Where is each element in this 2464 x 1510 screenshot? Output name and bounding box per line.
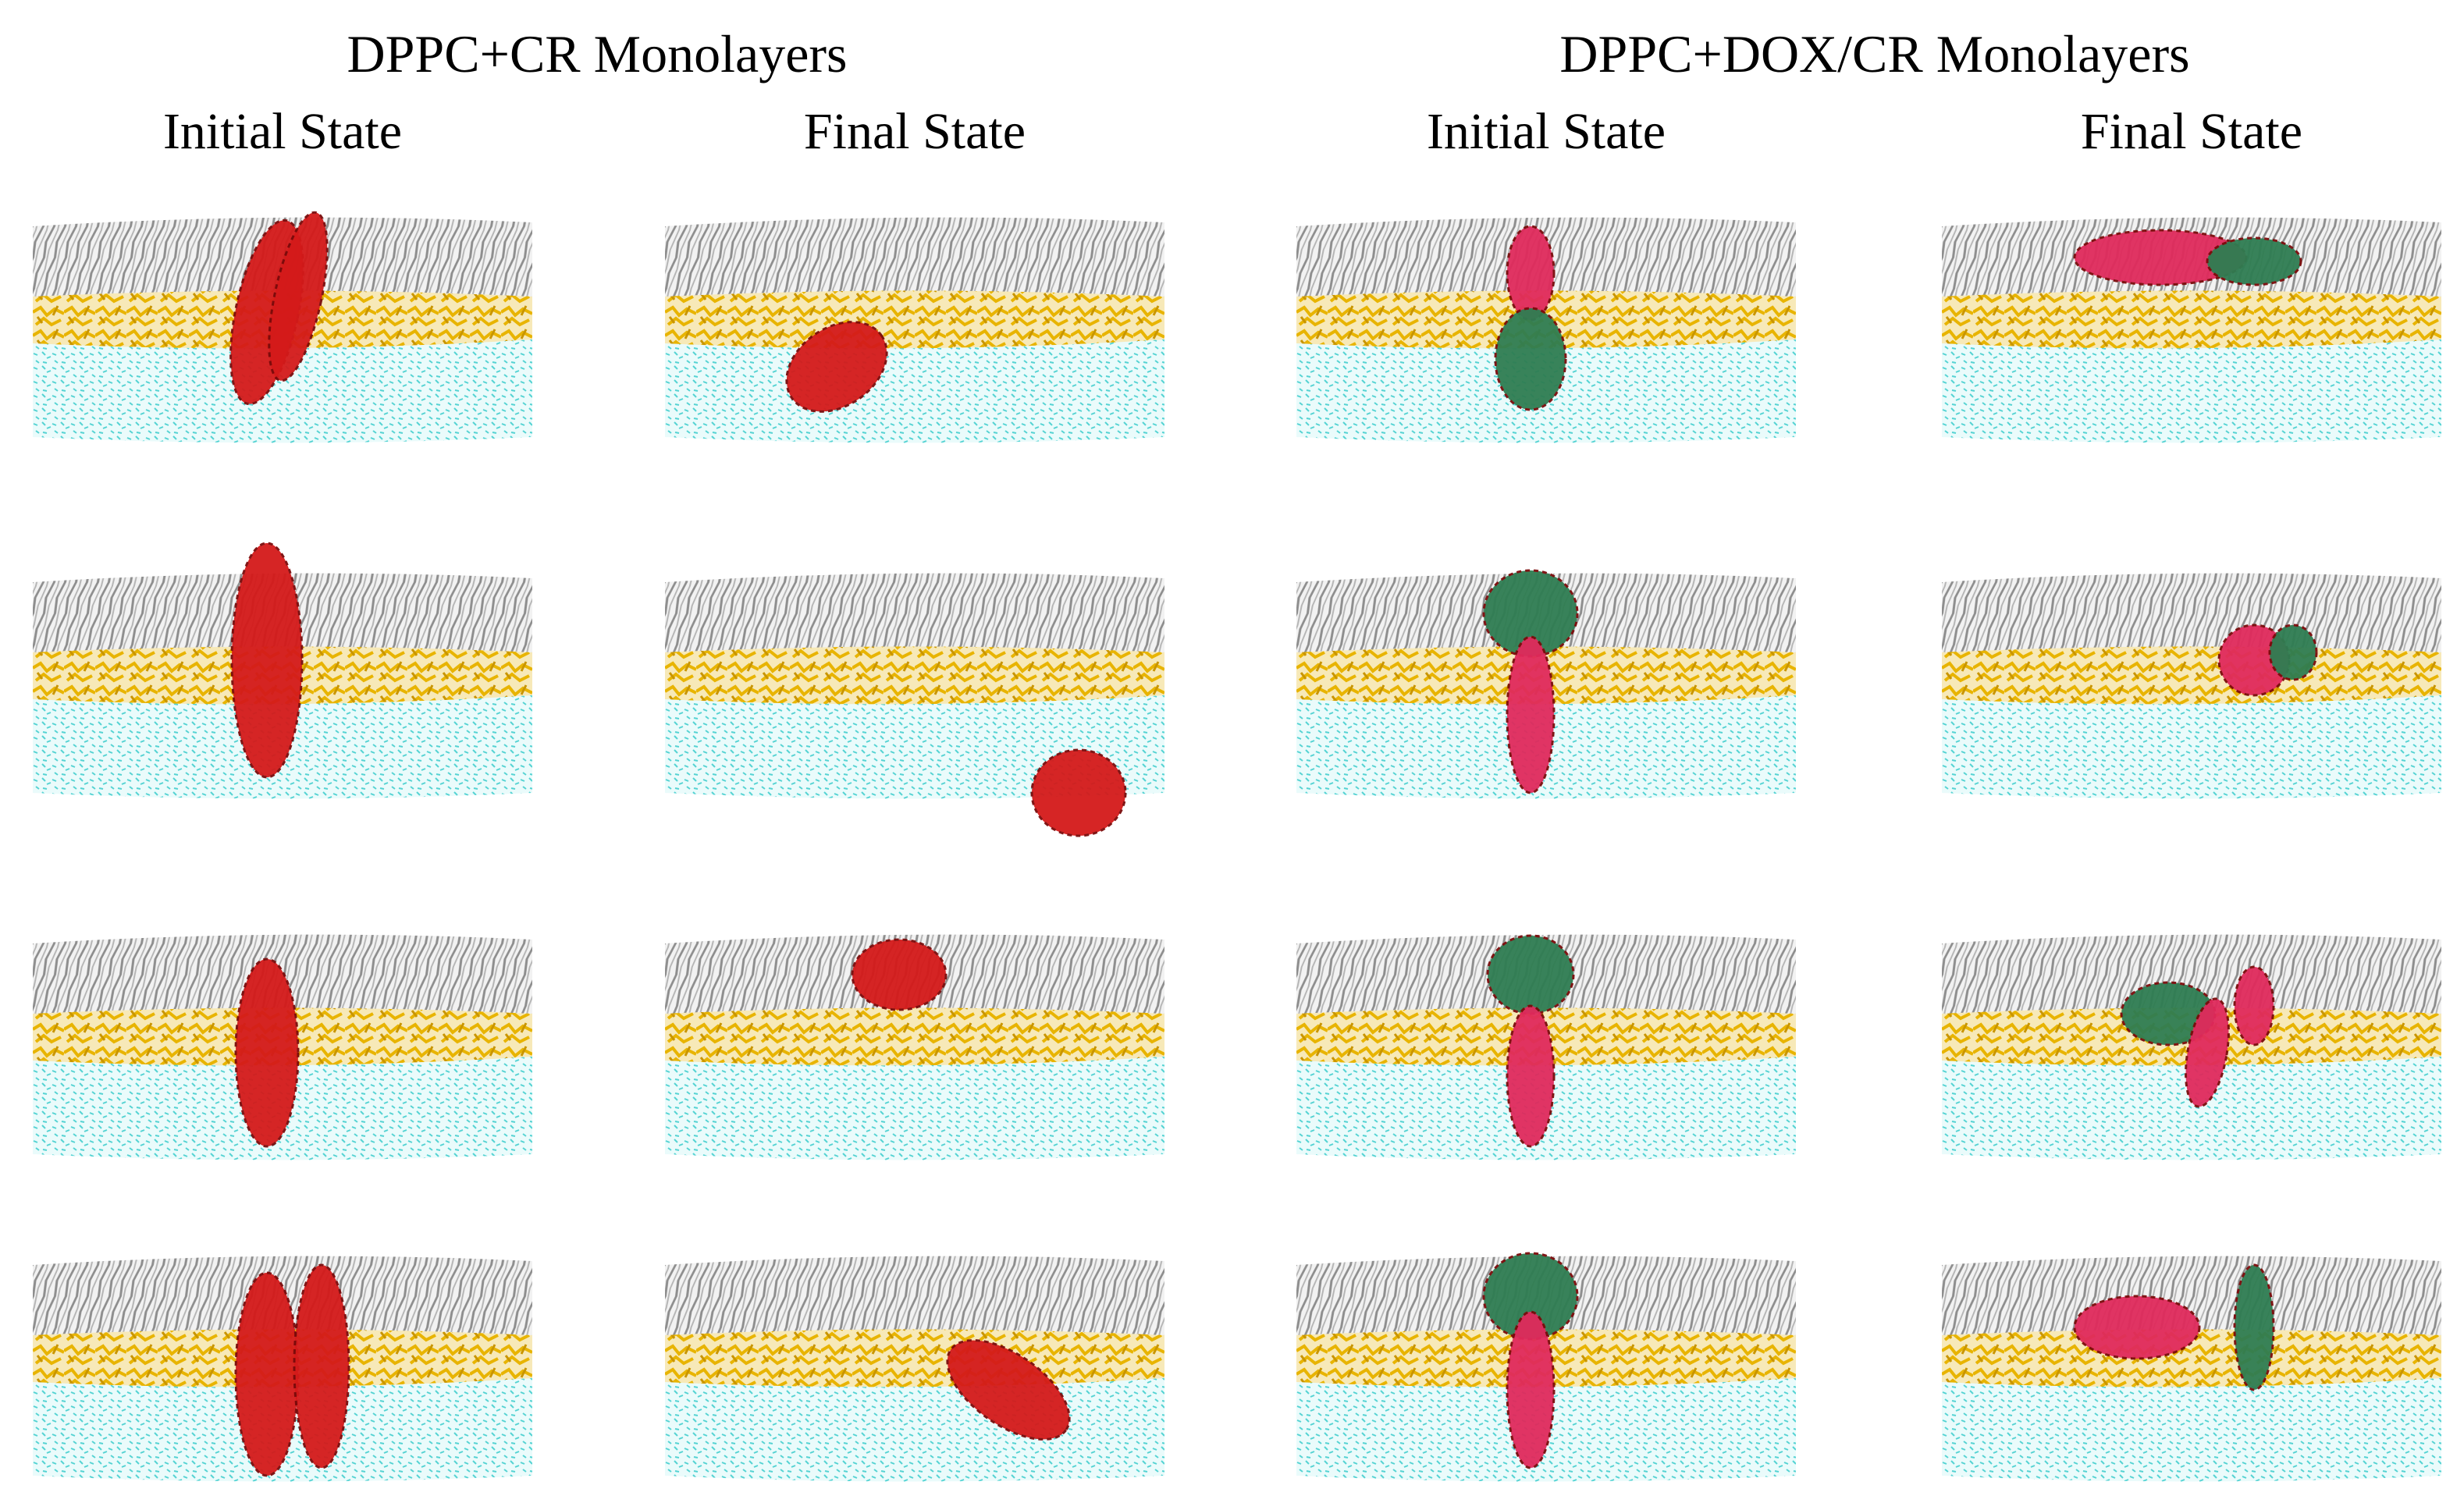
snapshot — [33, 542, 532, 799]
water-layer — [33, 339, 532, 443]
snapshot — [1296, 569, 1796, 799]
column-label: Initial State — [1427, 103, 1666, 160]
snapshot — [665, 217, 1164, 443]
column-label: Final State — [2081, 103, 2302, 160]
molecule — [2185, 997, 2230, 1108]
snapshot — [1942, 934, 2441, 1160]
molecule — [2073, 1295, 2201, 1360]
molecule — [1506, 1004, 1556, 1148]
snapshot — [1296, 1252, 1796, 1482]
headgroup-layer — [665, 290, 1164, 357]
tail-layer — [1942, 1256, 2441, 1351]
molecule — [1506, 635, 1556, 794]
molecule — [1030, 748, 1127, 837]
group-title: DPPC+CR Monolayers — [347, 24, 848, 83]
snapshot — [665, 573, 1164, 837]
molecule — [268, 211, 329, 382]
molecule — [2233, 965, 2275, 1046]
molecule — [2268, 624, 2318, 681]
snapshot — [1296, 934, 1796, 1160]
tail-layer — [665, 1256, 1164, 1351]
snapshot — [1296, 217, 1796, 443]
snapshot — [665, 1256, 1164, 1482]
headgroup-layer — [1942, 646, 2441, 713]
water-layer — [665, 1378, 1164, 1482]
headgroup-layer — [665, 646, 1164, 713]
headgroup-layer — [1942, 290, 2441, 357]
water-layer — [1942, 339, 2441, 443]
water-layer — [1942, 695, 2441, 799]
snapshot — [1942, 573, 2441, 799]
snapshot — [665, 934, 1164, 1160]
snapshot — [33, 934, 532, 1160]
snapshot — [33, 1256, 532, 1482]
molecule — [293, 1263, 350, 1469]
molecule — [1506, 225, 1556, 322]
column-label: Initial State — [163, 103, 402, 160]
water-layer — [1942, 1378, 2441, 1482]
molecule — [234, 1271, 300, 1477]
molecule — [785, 321, 888, 413]
headgroup-layer — [1942, 1329, 2441, 1396]
snapshot — [1942, 217, 2441, 443]
panels — [33, 211, 2441, 1482]
tail-layer — [665, 217, 1164, 312]
column-label: Final State — [804, 103, 1026, 160]
water-layer — [665, 1057, 1164, 1160]
molecule — [851, 938, 948, 1011]
headgroup-layer — [665, 1007, 1164, 1075]
molecule — [946, 1339, 1071, 1441]
molecule — [1506, 1310, 1556, 1469]
water-layer — [1942, 1057, 2441, 1160]
tail-layer — [1942, 934, 2441, 1029]
tail-layer — [665, 573, 1164, 668]
molecule — [1494, 307, 1567, 411]
group-title: DPPC+DOX/CR Monolayers — [1559, 24, 2189, 83]
tail-layer — [1942, 573, 2441, 668]
molecule — [230, 542, 304, 779]
molecule — [2206, 236, 2302, 286]
molecule — [234, 958, 300, 1148]
molecule — [2233, 1263, 2275, 1391]
snapshot — [1942, 1256, 2441, 1482]
molecule — [1486, 934, 1575, 1015]
snapshot — [33, 211, 532, 443]
water-layer — [665, 339, 1164, 443]
